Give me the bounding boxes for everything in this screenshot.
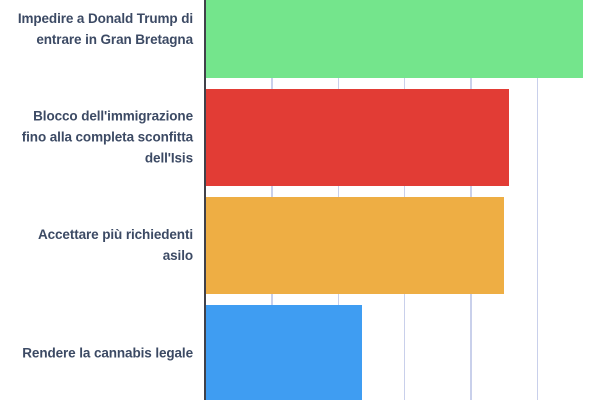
category-label-trump-ban: Impedire a Donald Trump di entrare in Gr…	[17, 11, 193, 47]
bar-immigration-block	[206, 88, 509, 186]
category-label-immigration-block: Blocco dell'immigrazione fino alla compl…	[21, 108, 193, 166]
bar-cannabis-legal	[206, 304, 363, 400]
gridline	[536, 0, 538, 400]
bar-asylum-seekers	[206, 196, 505, 294]
y-axis-line	[203, 0, 206, 400]
category-label-cannabis-legal: Rendere la cannabis legale	[22, 345, 193, 361]
plot-area	[206, 0, 600, 400]
category-label-asylum-seekers: Accettare più richiedenti asilo	[37, 227, 193, 263]
category-labels-column: Impedire a Donald Trump di entrare in Gr…	[0, 0, 193, 400]
bar-trump-ban	[206, 0, 583, 78]
